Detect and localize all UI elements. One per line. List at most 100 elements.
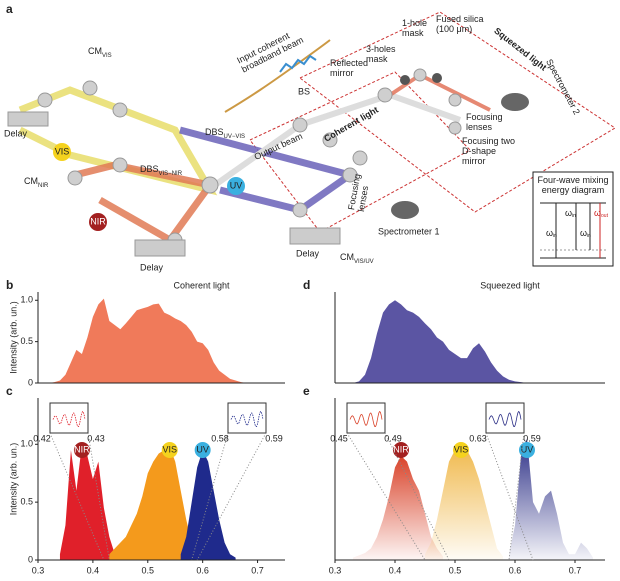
inset [346,402,386,434]
sub: VIS/UV [354,259,374,265]
spectrometer [501,93,529,111]
inset [49,402,89,434]
inset-guide [196,432,267,561]
label: Delay [140,262,164,272]
label: Input coherentbroadband beam [235,26,305,75]
label: Focusinglenses [346,173,372,212]
legend-label: VIS [162,444,177,454]
line: Focusing two [462,136,515,146]
badge [453,442,469,458]
delay-stage [134,239,186,257]
beam-label: NIR [90,216,106,226]
badge [227,177,245,195]
line: lenses [356,185,370,213]
inset-label: 0.59 [265,433,283,443]
inset-guide [49,432,105,561]
line: (100 μm) [436,24,472,34]
y-tick-label: 0.5 [20,336,33,346]
sub: in [572,213,576,219]
beam-label: UV [230,180,243,190]
line: mirror [330,68,354,78]
inset-guide [508,432,525,561]
label: ωin [565,208,576,219]
label: CMVIS [88,46,112,58]
x-tick-label: 0.6 [196,565,209,575]
panel-label: c [6,384,13,398]
t: CM [88,46,102,56]
label: ωin [546,228,557,239]
badge [161,442,178,458]
sub: in [553,233,557,239]
squeezed-region [299,11,616,213]
t: ω [594,208,601,218]
label: Focusing two D-shape mirror [462,136,515,166]
label: Delay [296,248,320,258]
label: CMNIR [24,176,49,188]
t: DBS [140,164,159,174]
y-tick-label: 0 [28,377,33,387]
panel-label: b [6,278,13,292]
label: 1-hole mask [402,18,427,38]
label: CMVIS/UV [340,252,374,264]
x-tick-label: 0.4 [87,565,100,575]
x-tick-label: 0.5 [142,565,155,575]
beam-label: VIS [55,146,70,156]
sub: in [587,233,591,239]
area [109,446,198,560]
t: CM [24,176,38,186]
label: 3-holes mask [366,44,396,64]
delay-stage [7,111,49,127]
y-axis-label: Intensity (arb. un.) [8,301,18,374]
mask [400,75,410,85]
badge [194,442,211,458]
legend-label: UV [196,444,209,454]
inset-label: 0.49 [384,433,402,443]
area [425,444,503,560]
x-tick-label: 0.5 [449,565,462,575]
inset-trace [52,410,86,427]
badge [519,442,535,458]
panel-label: e [303,384,310,398]
t: CM [340,252,354,262]
x-tick-label: 0.3 [32,565,45,575]
output-beam-path [213,91,462,188]
line: 1-hole [402,18,427,28]
y-tick-label: 1.0 [20,295,33,305]
label: DBSVIS−NIR [140,164,183,176]
area [335,300,605,383]
input-beam [224,39,331,113]
label: Reflected mirror [330,58,368,78]
area [509,438,593,560]
line: Focusing [466,112,503,122]
inset-label: 0.45 [330,433,348,443]
line: lenses [466,122,493,132]
sub: out [601,213,609,219]
inset [485,402,525,434]
label: Spectrometer 2 [544,57,582,116]
x-tick-label: 0.7 [569,565,582,575]
x-tick-label: 0.4 [389,565,402,575]
line: 3-holes [366,44,396,54]
line: Fused silica [436,14,484,24]
chart-title: Coherent light [173,280,230,290]
y-axis-label: Intensity (arb. un.) [8,443,18,516]
area [59,444,115,560]
panel-label: a [6,2,13,16]
y-tick-label: 1.0 [20,439,33,449]
sub: NIR [38,183,49,189]
inset-trace [488,410,522,427]
area [180,450,236,560]
inset-label: 0.59 [523,433,541,443]
inset-label: 0.58 [211,433,229,443]
badge [89,213,107,231]
label: BS [298,86,310,96]
label: Delay [4,128,28,138]
label: Fused silica (100 μm) [436,14,484,34]
spectrometer [391,201,419,219]
line: mirror [462,156,486,166]
line: Four-wave mixing [537,175,608,185]
t: ω [565,208,572,218]
line: D-shape [462,146,496,156]
legend-label: NIR [393,444,409,454]
sub: UV−VIS [224,134,246,140]
